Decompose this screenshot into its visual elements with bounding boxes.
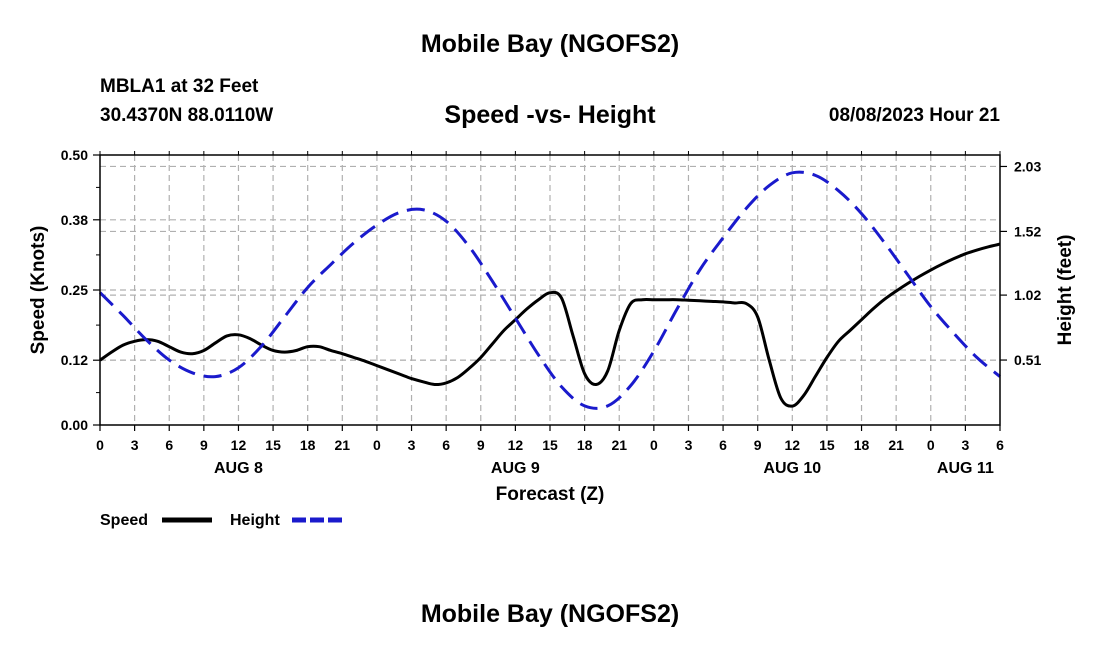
x-tick-label: 9: [754, 437, 762, 453]
x-tick-label: 3: [685, 437, 693, 453]
x-tick-label: 0: [650, 437, 658, 453]
x-day-label: AUG 8: [214, 460, 263, 477]
y2-tick-label: 1.52: [1014, 223, 1041, 239]
x-tick-label: 3: [408, 437, 416, 453]
x-tick-label: 21: [611, 437, 627, 453]
forecast-datetime: 08/08/2023 Hour 21: [828, 105, 1000, 126]
coordinates-label: 30.4370N 88.0110W: [100, 105, 274, 126]
x-tick-label: 15: [265, 437, 281, 453]
y-axis-title-height: Height (feet): [1055, 235, 1076, 346]
x-tick-label: 21: [888, 437, 904, 453]
x-tick-label: 6: [996, 437, 1004, 453]
x-tick-label: 12: [508, 437, 524, 453]
axis-layer: 0 3 6 9 12 15 18 21 0 3 6 9 12 15 18 21 0 3 6 9 12 15 18 21 0 3 6A…: [61, 147, 1042, 477]
x-tick-label: 6: [165, 437, 173, 453]
x-tick-label: 6: [719, 437, 727, 453]
x-tick-label: 0: [373, 437, 381, 453]
grid-layer: [100, 155, 1000, 425]
x-day-label: AUG 11: [937, 460, 994, 477]
y2-tick-label: 2.03: [1014, 158, 1041, 174]
x-tick-label: 3: [131, 437, 139, 453]
chart-subtitle: Speed -vs- Height: [444, 101, 656, 129]
y-tick-label: 0.38: [61, 212, 88, 228]
x-tick-label: 15: [819, 437, 835, 453]
x-tick-label: 18: [300, 437, 316, 453]
legend: Speed Height: [100, 512, 342, 529]
speed-series-line: [99, 242, 1001, 408]
x-day-label: AUG 9: [491, 460, 540, 477]
x-tick-label: 18: [854, 437, 870, 453]
y-tick-label: 0.25: [61, 282, 88, 298]
x-tick-label: 21: [335, 437, 351, 453]
x-axis-title: Forecast (Z): [496, 484, 605, 505]
station-label: MBLA1 at 32 Feet: [100, 76, 259, 97]
y-tick-label: 0.12: [61, 352, 88, 368]
x-tick-label: 6: [442, 437, 450, 453]
y-axis-title-speed: Speed (Knots): [28, 226, 49, 355]
x-tick-label: 0: [927, 437, 935, 453]
y-tick-label: 0.00: [61, 417, 88, 433]
legend-height-label: Height: [230, 512, 280, 529]
footer-title: Mobile Bay (NGOFS2): [420, 600, 680, 628]
y2-tick-label: 1.02: [1014, 287, 1041, 303]
legend-speed-label: Speed: [100, 512, 148, 529]
x-tick-label: 12: [231, 437, 247, 453]
x-tick-label: 3: [961, 437, 969, 453]
x-tick-label: 18: [577, 437, 593, 453]
x-tick-label: 12: [785, 437, 801, 453]
chart-title: Mobile Bay (NGOFS2): [420, 30, 680, 58]
x-tick-label: 9: [477, 437, 485, 453]
y-tick-label: 0.50: [61, 147, 88, 163]
x-tick-label: 9: [200, 437, 208, 453]
x-tick-label: 0: [96, 437, 104, 453]
height-series-line: [98, 170, 1001, 410]
y2-tick-label: 0.51: [1014, 352, 1041, 368]
x-day-label: AUG 10: [763, 460, 821, 477]
series-layer: [98, 170, 1001, 410]
x-tick-label: 15: [542, 437, 558, 453]
